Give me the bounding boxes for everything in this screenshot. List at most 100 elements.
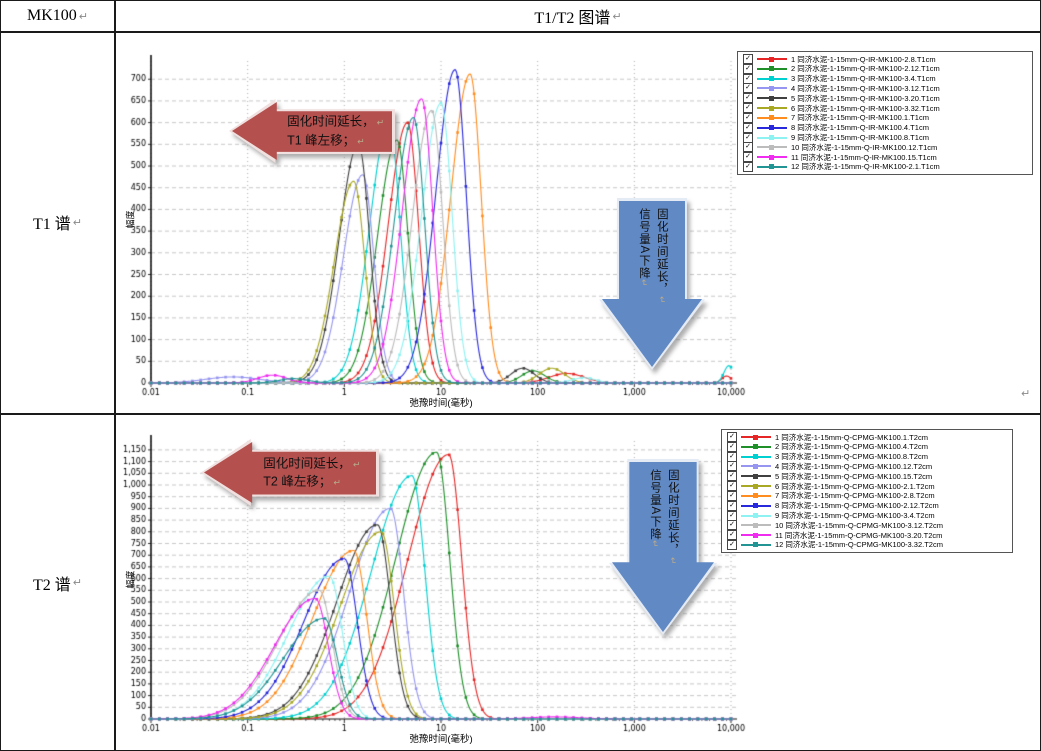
legend-color-line [741, 513, 771, 518]
legend-color-line [741, 542, 771, 548]
paragraph-mark-icon: ↵ [333, 477, 341, 488]
legend-row: ✓ 4 同济水泥-1-15mm-Q-IR-MK100-3.12.T1cm [743, 83, 1027, 94]
legend-checkbox[interactable]: ✓ [743, 103, 753, 114]
legend-marker-icon [753, 454, 758, 460]
legend-marker-icon [753, 503, 758, 509]
legend-label: 12 同济水泥-1-15mm-Q-CPMG-MK100-3.32.T2cm [775, 540, 943, 550]
legend-checkbox[interactable]: ✓ [743, 73, 753, 84]
legend-marker-icon [753, 483, 758, 489]
legend-marker-icon [753, 542, 758, 548]
row-label-t2: T2 谱 ↵ [1, 413, 114, 750]
legend-row: ✓ 5 同济水泥-1-15mm-Q-IR-MK100-3.20.T1cm [743, 93, 1027, 104]
t2-y-axis-title: 幅度 [125, 570, 136, 589]
t1-chart[interactable]: 幅度 弛豫时间(毫秒) ✓ 1 同济水泥-1-15mm-Q-IR-MK100-2.… [119, 35, 1039, 411]
legend-row: ✓ 8 同济水泥-1-15mm-Q-CPMG-MK100-2.12.T2cm [727, 500, 1007, 511]
legend-color-line [757, 115, 787, 121]
legend-color-line [757, 76, 787, 82]
legend-color-line [741, 503, 771, 509]
legend-color-line [741, 483, 771, 489]
legend-checkbox[interactable]: ✓ [743, 161, 753, 172]
blue-down-arrow[interactable]: 固化时间延长，↵ 信号量A下降↵ [609, 459, 717, 635]
paragraph-mark-icon: ↵ [78, 9, 88, 23]
legend-row: ✓ 11 同济水泥-1-15mm-Q-CPMG-MK100-3.20.T2cm [727, 530, 1007, 541]
legend-marker-icon [769, 135, 774, 140]
legend-row: ✓ 12 同济水泥-1-15mm-Q-CPMG-MK100-3.32.T2cm [727, 539, 1007, 550]
legend-checkbox[interactable]: ✓ [743, 122, 753, 133]
legend-marker-icon [753, 444, 758, 450]
legend-checkbox[interactable]: ✓ [727, 451, 737, 462]
table-column-divider [114, 1, 116, 750]
legend-row: ✓ 8 同济水泥-1-15mm-Q-IR-MK100.4.T1cm [743, 122, 1027, 133]
legend-checkbox[interactable]: ✓ [727, 490, 737, 501]
legend-label: 6 同济水泥-1-15mm-Q-IR-MK100-3.32.T1cm [791, 103, 940, 113]
legend-checkbox[interactable]: ✓ [743, 132, 753, 143]
legend-checkbox[interactable]: ✓ [727, 432, 737, 442]
t2-legend: ✓ 1 同济水泥-1-15mm-Q-CPMG-MK100.1.T2cm ✓ 2 同济水… [721, 429, 1013, 553]
legend-label: 6 同济水泥-1-15mm-Q-CPMG-MK100-2.1.T2cm [775, 481, 935, 491]
legend-checkbox[interactable]: ✓ [743, 63, 753, 74]
legend-label: 1 同济水泥-1-15mm-Q-IR-MK100-2.8.T1cm [791, 54, 936, 64]
legend-checkbox[interactable]: ✓ [727, 500, 737, 511]
legend-marker-icon [769, 115, 774, 121]
paragraph-mark-icon: ↵ [72, 576, 82, 589]
legend-color-line [757, 95, 787, 101]
t1-y-axis-title: 幅度 [125, 210, 136, 229]
row-label-t1: T1 谱 ↵ [1, 31, 114, 413]
legend-checkbox[interactable]: ✓ [743, 83, 753, 94]
legend-row: ✓ 12 同济水泥-1-15mm-Q-IR-MK100-2.1.T1cm [743, 161, 1027, 172]
legend-row: ✓ 6 同济水泥-1-15mm-Q-IR-MK100-3.32.T1cm [743, 103, 1027, 114]
paragraph-mark-icon: ↵ [650, 540, 660, 549]
red-arrow-text: 固化时间延长， ↵ T2 峰左移； ↵ [263, 455, 361, 489]
legend-label: 3 同济水泥-1-15mm-Q-CPMG-MK100.8.T2cm [775, 452, 928, 462]
legend-marker-icon [753, 493, 758, 499]
legend-checkbox[interactable]: ✓ [727, 510, 737, 521]
legend-checkbox[interactable]: ✓ [743, 152, 753, 163]
legend-label: 9 同济水泥-1-15mm-Q-CPMG-MK100-3.4.T2cm [775, 511, 935, 520]
header-cell-right: T1/T2 图谱 ↵ [114, 1, 1040, 31]
legend-label: 2 同济水泥-1-15mm-Q-CPMG-MK100.4.T2cm [775, 442, 928, 452]
paragraph-mark-icon: ↵ [667, 556, 678, 566]
legend-row: ✓ 5 同济水泥-1-15mm-Q-CPMG-MK100.15.T2cm [727, 471, 1007, 482]
paragraph-mark-icon: ↵ [357, 136, 365, 146]
red-left-arrow[interactable]: 固化时间延长， ↵ T2 峰左移； ↵ [201, 439, 379, 506]
legend-label: 9 同济水泥-1-15mm-Q-IR-MK100.8.T1cm [791, 133, 929, 142]
legend-label: 3 同济水泥-1-15mm-Q-IR-MK100-3.4.T1cm [791, 74, 936, 84]
legend-color-line [757, 105, 787, 111]
blue-down-arrow[interactable]: 固化时间延长，↵ 信号量A下降↵ [599, 198, 705, 370]
legend-row: ✓ 2 同济水泥-1-15mm-Q-IR-MK100-2.12.T1cm [743, 63, 1027, 74]
legend-label: 7 同济水泥-1-15mm-Q-CPMG-MK100-2.8.T2cm [775, 491, 935, 501]
legend-marker-icon [769, 144, 774, 150]
legend-marker-icon [769, 125, 774, 131]
legend-color-line [757, 85, 787, 91]
legend-checkbox[interactable]: ✓ [727, 471, 737, 482]
row-label-t2-text: T2 谱 [33, 576, 71, 594]
legend-color-line [757, 154, 787, 160]
legend-row: ✓ 9 同济水泥-1-15mm-Q-IR-MK100.8.T1cm [743, 132, 1027, 143]
legend-row: ✓ 10 同济水泥-1-15mm-Q-CPMG-MK100-3.12.T2cm [727, 520, 1007, 531]
legend-checkbox[interactable]: ✓ [727, 530, 737, 541]
legend-checkbox[interactable]: ✓ [743, 93, 753, 104]
legend-checkbox[interactable]: ✓ [743, 54, 753, 64]
legend-label: 11 同济水泥-1-15mm-Q-CPMG-MK100-3.20.T2cm [775, 530, 943, 540]
legend-label: 5 同济水泥-1-15mm-Q-CPMG-MK100.15.T2cm [775, 471, 933, 481]
legend-checkbox[interactable]: ✓ [727, 520, 737, 531]
red-left-arrow[interactable]: 固化时间延长， ↵ T1 峰左移； ↵ [229, 99, 395, 163]
legend-checkbox[interactable]: ✓ [727, 539, 737, 550]
table-header-divider [1, 31, 1040, 33]
legend-marker-icon [753, 532, 758, 538]
legend-row: ✓ 6 同济水泥-1-15mm-Q-CPMG-MK100-2.1.T2cm [727, 481, 1007, 492]
legend-checkbox[interactable]: ✓ [743, 142, 753, 153]
t2-chart[interactable]: 幅度 弛豫时间(毫秒) ✓ 1 同济水泥-1-15mm-Q-CPMG-MK100.… [119, 415, 1039, 749]
legend-color-line [741, 522, 771, 528]
legend-marker-icon [769, 76, 774, 82]
legend-checkbox[interactable]: ✓ [727, 481, 737, 492]
paragraph-mark-icon: ↵ [612, 9, 622, 23]
legend-color-line [741, 473, 771, 479]
legend-checkbox[interactable]: ✓ [727, 441, 737, 452]
legend-row: ✓ 2 同济水泥-1-15mm-Q-CPMG-MK100.4.T2cm [727, 441, 1007, 452]
legend-row: ✓ 4 同济水泥-1-15mm-Q-CPMG-MK100.12.T2cm [727, 461, 1007, 472]
legend-label: 11 同济水泥-1-15mm-Q-IR-MK100.15.T1cm [791, 152, 937, 162]
legend-color-line [757, 56, 787, 62]
legend-checkbox[interactable]: ✓ [727, 461, 737, 472]
legend-checkbox[interactable]: ✓ [743, 112, 753, 123]
